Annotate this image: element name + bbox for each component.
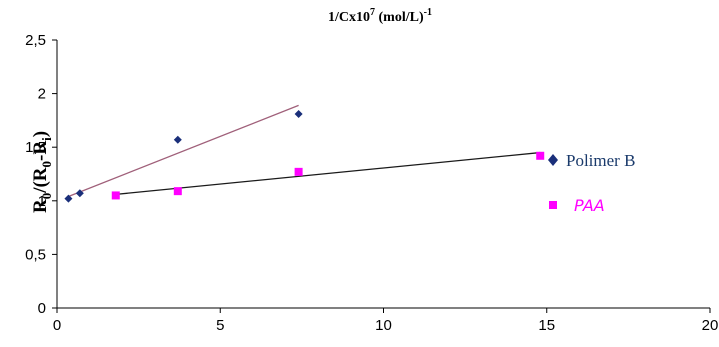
- legend-diamond-marker: [548, 154, 558, 166]
- y-tick-label: 2: [38, 86, 46, 103]
- x-tick-label: 10: [375, 317, 392, 334]
- point-polimer-b: [173, 135, 182, 144]
- y-tick-label: 0: [38, 300, 46, 317]
- legend-item-polimer-b: Polimer B: [548, 151, 635, 170]
- legend-square-marker: [549, 201, 557, 209]
- x-tick-label: 20: [702, 317, 719, 334]
- y-tick-label: 0,5: [25, 246, 46, 263]
- point-paa: [111, 191, 120, 200]
- chart-title: 1/Cx107 (mol/L)-1: [328, 7, 432, 25]
- trend-lines: [68, 104, 541, 198]
- trend-line-polimer-b: [68, 104, 299, 198]
- axes: [56, 40, 710, 309]
- legend: Polimer B PAA: [548, 151, 635, 215]
- y-tick-label: 1,5: [25, 139, 46, 156]
- point-polimer-b: [294, 109, 303, 118]
- y-tick-label: 1: [38, 193, 46, 210]
- x-tick-label: 5: [216, 317, 224, 334]
- y-tick-label: 2,5: [25, 32, 46, 49]
- legend-label-paa: PAA: [574, 196, 605, 215]
- point-paa: [294, 167, 303, 176]
- trend-line-paa: [115, 151, 541, 196]
- x-tick-label: 0: [53, 317, 61, 334]
- data-points: [64, 109, 545, 203]
- legend-label-polimer-b: Polimer B: [566, 151, 635, 170]
- y-axis-label: R0/(R0-Ri): [30, 131, 54, 213]
- point-paa: [173, 187, 182, 196]
- point-polimer-b: [64, 194, 73, 203]
- legend-item-paa: PAA: [549, 196, 605, 215]
- axis-ticks: 0 5 10 15 20 0 0,5 1 1,5 2 2,5: [25, 32, 718, 334]
- x-tick-label: 15: [538, 317, 555, 334]
- point-polimer-b: [75, 189, 84, 198]
- point-paa: [536, 151, 545, 160]
